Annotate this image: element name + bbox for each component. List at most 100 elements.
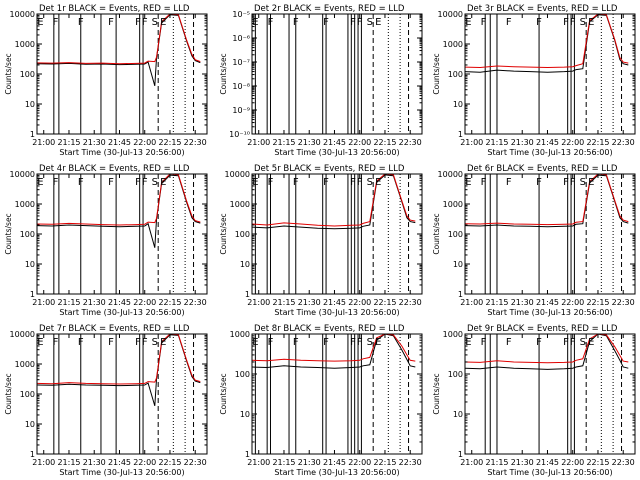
panel-title: Det 5r BLACK = Events, RED = LLD — [254, 164, 405, 174]
plot-frame — [464, 333, 636, 455]
x-tick-label: 21:15 — [485, 458, 508, 467]
events-series-line — [464, 333, 629, 370]
x-tick-label: 21:30 — [83, 298, 106, 307]
annotation-label: F — [293, 17, 299, 28]
annotation-label: F — [53, 17, 59, 28]
panel-1: E F F F F F S E21:00 21:15 21:30 21:45 22:00 22:15 22… — [4, 4, 208, 157]
x-tick-label: 22:15 — [158, 458, 181, 467]
y-tick-label: 100 — [20, 230, 35, 239]
panel-title: Det 3r BLACK = Events, RED = LLD — [467, 4, 618, 14]
x-axis-label: Start Time (30-Jul-13 20:56:00) — [274, 308, 399, 317]
x-tick-label: 22:15 — [586, 138, 609, 147]
annotation-label: F — [268, 177, 274, 188]
x-tick-label: 21:45 — [323, 298, 346, 307]
x-tick-label: 21:30 — [298, 458, 321, 467]
x-tick-label: 22:15 — [158, 138, 181, 147]
plot-frame — [36, 333, 208, 455]
events-series-line — [251, 174, 416, 230]
annotation-label: F — [563, 17, 569, 28]
panel-title: Det 7r BLACK = Events, RED = LLD — [39, 324, 190, 334]
annotation-label: S — [152, 17, 158, 28]
annotation-label: F — [506, 337, 512, 348]
plot-frame — [36, 173, 208, 295]
x-axis-label: Start Time (30-Jul-13 20:56:00) — [59, 468, 184, 477]
y-tick-label: 10000 — [225, 170, 250, 179]
x-tick-label: 21:00 — [460, 298, 483, 307]
y-axis-label: Counts/sec — [4, 373, 13, 414]
y-axis-label: Counts/sec — [432, 373, 441, 414]
x-tick-label: 21:45 — [108, 298, 131, 307]
y-tick-label: 1000 — [230, 330, 250, 339]
annotation-label: F — [293, 177, 299, 188]
panel-8: E F F F F F S E21:00 21:15 21:30 21:45 22:00 22:15 22… — [219, 324, 423, 477]
annotation-label: F — [108, 17, 114, 28]
plot-frame — [251, 173, 423, 295]
panel-6: E F F F F F S E21:00 21:15 21:30 21:45 22:00 22:15 22… — [432, 164, 636, 317]
annotation-label: E — [160, 337, 166, 348]
panel-title: Det 1r BLACK = Events, RED = LLD — [39, 4, 190, 14]
y-tick-label: 10 — [453, 410, 463, 419]
plot-frame — [251, 333, 423, 455]
annotation-label: F — [357, 177, 363, 188]
x-tick-label: 22:15 — [586, 458, 609, 467]
y-tick-label: 10 — [453, 100, 463, 109]
x-tick-label: 22:00 — [133, 458, 156, 467]
lld-series-line — [36, 173, 201, 226]
annotation-label: S — [152, 177, 158, 188]
y-tick-label: 10000 — [10, 170, 35, 179]
x-tick-label: 22:00 — [561, 138, 584, 147]
events-series-line — [36, 174, 201, 248]
y-axis-label: Counts/sec — [219, 213, 228, 254]
x-tick-label: 21:45 — [536, 458, 559, 467]
y-tick-label: 10000 — [10, 330, 35, 339]
x-tick-label: 22:00 — [348, 458, 371, 467]
x-tick-label: 21:15 — [57, 138, 80, 147]
y-tick-label: 1 — [30, 290, 35, 299]
annotation-label: F — [142, 337, 148, 348]
annotation-label: F — [268, 17, 274, 28]
x-tick-label: 21:00 — [247, 298, 270, 307]
x-tick-label: 21:30 — [298, 138, 321, 147]
y-tick-label: 1000 — [15, 200, 35, 209]
y-tick-label: 1000 — [15, 40, 35, 49]
x-tick-label: 21:15 — [272, 458, 295, 467]
x-tick-label: 21:30 — [83, 458, 106, 467]
y-tick-label: 10⁻⁸ — [232, 82, 250, 91]
x-tick-label: 21:45 — [108, 138, 131, 147]
panel-5: E F F F F F S E21:00 21:15 21:30 21:45 22:00 22:15 22… — [219, 164, 423, 317]
y-tick-label: 1 — [30, 450, 35, 459]
annotation-label: F — [135, 177, 141, 188]
annotation-label: F — [53, 337, 59, 348]
y-tick-label: 100 — [20, 70, 35, 79]
annotation-label: E — [588, 17, 594, 28]
y-tick-label: 10000 — [10, 10, 35, 19]
y-tick-label: 1000 — [443, 40, 463, 49]
annotation-label: F — [536, 177, 542, 188]
y-tick-label: 10000 — [438, 170, 463, 179]
x-tick-label: 21:15 — [272, 298, 295, 307]
x-tick-label: 21:00 — [460, 138, 483, 147]
y-axis-label: Counts/sec — [432, 53, 441, 94]
x-tick-label: 22:00 — [561, 458, 584, 467]
annotation-label: F — [142, 17, 148, 28]
annotation-label: E — [465, 17, 471, 28]
annotation-label: F — [268, 337, 274, 348]
annotation-label: E — [37, 17, 43, 28]
annotation-label: F — [481, 17, 487, 28]
annotation-label: E — [588, 177, 594, 188]
panel-9: E F F F F F S E21:00 21:15 21:30 21:45 22:00 22:15 22… — [432, 324, 636, 477]
y-tick-label: 10 — [25, 260, 35, 269]
panel-7: E F F F F F S E21:00 21:15 21:30 21:45 22:00 22:15 22… — [4, 324, 208, 477]
annotation-label: E — [465, 337, 471, 348]
annotation-label: E — [37, 177, 43, 188]
x-tick-label: 21:00 — [460, 458, 483, 467]
plot-frame — [251, 13, 423, 135]
events-series-line — [36, 334, 201, 407]
lld-series-line — [36, 13, 201, 65]
annotation-label: F — [563, 177, 569, 188]
annotation-label: F — [293, 337, 299, 348]
annotation-label: E — [252, 337, 258, 348]
y-tick-label: 1 — [458, 290, 463, 299]
annotation-label: F — [108, 337, 114, 348]
